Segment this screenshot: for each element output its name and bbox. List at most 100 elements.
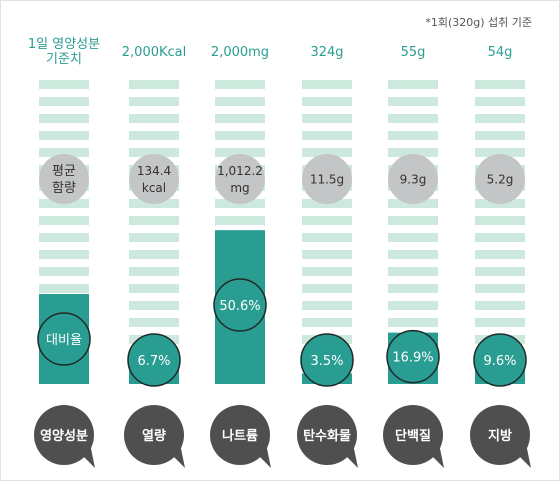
column-stripe (129, 80, 179, 89)
column-stripe (129, 267, 179, 276)
category-label: 지방 (488, 428, 512, 444)
percent-circle (127, 333, 181, 387)
daily-value-label: 324g (310, 45, 343, 60)
category-bubble: 지방 (470, 405, 531, 468)
amount-label: kcal (142, 181, 166, 195)
category-label: 나트륨 (222, 428, 258, 444)
column-stripe (39, 216, 89, 225)
column-stripe (302, 148, 352, 157)
column-stripe (215, 216, 265, 225)
percent-label: 9.6% (483, 354, 516, 369)
amount-label: 5.2g (487, 172, 514, 186)
amount-circle (129, 154, 179, 204)
percent-circle (213, 278, 267, 332)
column-stripe (129, 216, 179, 225)
column-stripe (302, 301, 352, 310)
column-stripe (388, 148, 438, 157)
column-stripe (129, 114, 179, 123)
percent-circle (386, 329, 440, 384)
column-stripe (388, 114, 438, 123)
average-label: 평균 (52, 164, 76, 179)
column-stripe (39, 250, 89, 259)
percent-label: 50.6% (219, 299, 260, 314)
column-stripe (388, 97, 438, 106)
amount-label: 9.3g (400, 172, 427, 186)
column-stripe (388, 216, 438, 225)
column-stripe (475, 284, 525, 293)
column-stripe (475, 318, 525, 327)
column-stripe (129, 131, 179, 140)
column-stripe (388, 267, 438, 276)
category-label: 영양성분 (40, 429, 88, 444)
daily-value-label: 2,000mg (211, 45, 269, 60)
percent-label: 3.5% (310, 354, 343, 369)
column-stripe (475, 114, 525, 123)
category-circle (470, 405, 530, 465)
average-label-circle (39, 154, 89, 204)
column-stripe (215, 114, 265, 123)
column-stripe (302, 267, 352, 276)
column-stripe (388, 284, 438, 293)
column-stripe (388, 233, 438, 242)
amount-circle (215, 154, 265, 204)
column-stripe (39, 233, 89, 242)
average-label: 함량 (52, 181, 76, 196)
category-circle (124, 405, 184, 465)
column-stripe (388, 318, 438, 327)
category-bubble-legend: 영양성분 (34, 405, 95, 468)
category-circle (34, 405, 94, 465)
percent-circle (473, 333, 527, 387)
amount-label: 134.4 (137, 164, 171, 178)
percent-label: 16.9% (392, 351, 433, 366)
column-stripe (129, 318, 179, 327)
column-stripe (302, 250, 352, 259)
daily-value-label: 54g (488, 45, 513, 60)
category-circle (297, 405, 357, 465)
column-stripe (215, 148, 265, 157)
column-stripe (215, 97, 265, 106)
column-stripe (475, 97, 525, 106)
column-stripe (475, 233, 525, 242)
column-stripe (129, 284, 179, 293)
column-stripe (302, 284, 352, 293)
column-stripe (302, 80, 352, 89)
column-stripe (39, 114, 89, 123)
category-bubble: 나트륨 (210, 405, 271, 468)
daily-value-label: 2,000Kcal (122, 45, 186, 60)
percent-label: 6.7% (137, 354, 170, 369)
column-stripe (215, 131, 265, 140)
column-stripe (39, 267, 89, 276)
category-label: 열량 (142, 428, 166, 444)
column-stripe (129, 250, 179, 259)
category-bubble: 탄수화물 (297, 405, 358, 468)
column-stripe (129, 97, 179, 106)
column-stripe (475, 80, 525, 89)
column-stripe (129, 148, 179, 157)
column-stripe (39, 97, 89, 106)
category-label: 탄수화물 (303, 428, 351, 444)
percent-circle (300, 333, 354, 387)
column-stripe (39, 284, 89, 293)
column-stripe (388, 250, 438, 259)
column-stripe (388, 131, 438, 140)
column-stripe (475, 301, 525, 310)
amount-circle (475, 154, 525, 204)
column-stripe (302, 114, 352, 123)
column-stripe (388, 301, 438, 310)
category-label: 단백질 (395, 428, 431, 444)
column-stripe (475, 250, 525, 259)
daily-value-header: 1일 영양성분 (28, 37, 100, 52)
column-stripe (39, 131, 89, 140)
column-stripe (39, 80, 89, 89)
ratio-label: 대비율 (46, 333, 82, 348)
amount-circle (388, 154, 438, 204)
daily-value-header: 기준치 (46, 52, 82, 67)
column-stripe (475, 131, 525, 140)
column-2 (215, 80, 265, 384)
column-stripe (39, 148, 89, 157)
column-stripe (302, 318, 352, 327)
category-circle (383, 405, 443, 465)
column-stripe (129, 301, 179, 310)
amount-label: 11.5g (310, 172, 344, 186)
